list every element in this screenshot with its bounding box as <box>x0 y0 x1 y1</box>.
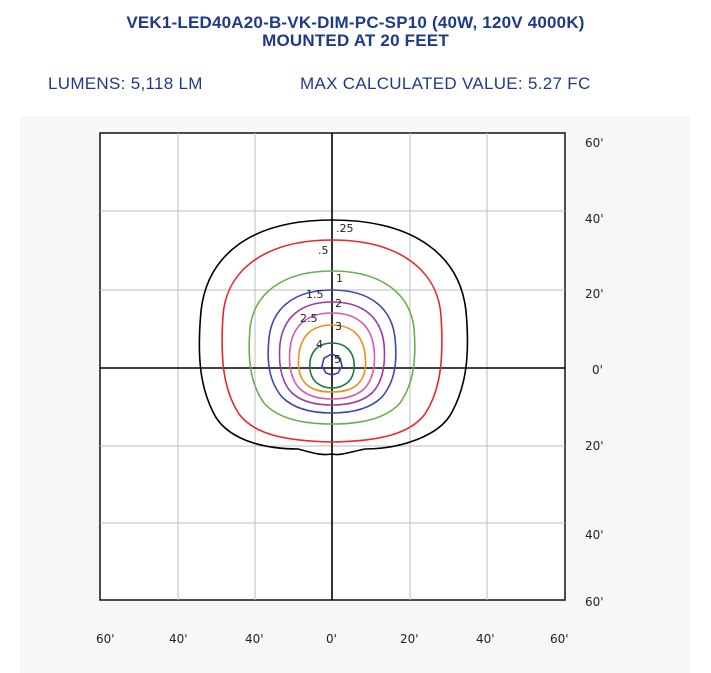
contour-label-3: 3 <box>335 320 342 333</box>
contour-label-0.25: .25 <box>336 222 354 235</box>
contour-0.25 <box>198 219 469 456</box>
max-calculated-value: MAX CALCULATED VALUE: 5.27 FC <box>300 74 591 93</box>
x-label: 40' <box>169 632 188 646</box>
contour-label-2: 2 <box>335 297 342 310</box>
isofootcandle-diagram: .25 .5 1 1.5 2 2.5 3 4 5 60' 40' 20' 0' … <box>96 132 604 646</box>
y-label: 40' <box>585 212 604 226</box>
contour-label-1: 1 <box>336 272 343 285</box>
contour-5 <box>321 353 343 376</box>
y-label: 20' <box>585 439 604 453</box>
contour-0.5 <box>221 239 443 443</box>
contour-1 <box>248 270 416 425</box>
contour-3 <box>297 324 367 393</box>
y-label: 60' <box>585 595 604 609</box>
x-label: 60' <box>96 632 115 646</box>
contour-label-2.5: 2.5 <box>300 312 318 325</box>
lumens-value: LUMENS: 5,118 LM <box>48 74 203 93</box>
contour-label-1.5: 1.5 <box>306 288 324 301</box>
isofootcandle-panel: .25 .5 1 1.5 2 2.5 3 4 5 60' 40' 20' 0' … <box>20 116 690 673</box>
y-label: 40' <box>585 528 604 542</box>
x-label: 60' <box>550 632 569 646</box>
x-label: 20' <box>400 632 419 646</box>
y-label: 20' <box>585 287 604 301</box>
x-axis-labels: 60' 40' 40' 0' 20' 40' 60' <box>96 632 569 646</box>
contours <box>198 219 469 456</box>
mounting-subtitle: MOUNTED AT 20 FEET <box>262 31 449 50</box>
y-label: 60' <box>585 136 604 150</box>
header: VEK1-LED40A20-B-VK-DIM-PC-SP10 (40W, 120… <box>0 0 711 110</box>
contour-label-5: 5 <box>334 353 341 366</box>
x-label: 40' <box>476 632 495 646</box>
y-axis-labels: 60' 40' 20' 0' 20' 40' 60' <box>585 136 604 609</box>
y-label: 0' <box>592 363 603 377</box>
contour-labels: .25 .5 1 1.5 2 2.5 3 4 5 <box>300 222 354 366</box>
contour-2 <box>278 301 386 406</box>
contour-label-4: 4 <box>316 338 323 351</box>
contour-2.5 <box>288 312 376 400</box>
contour-label-0.5: .5 <box>318 244 329 257</box>
fixture-title: VEK1-LED40A20-B-VK-DIM-PC-SP10 (40W, 120… <box>126 13 585 32</box>
x-label: 0' <box>326 632 337 646</box>
contour-4 <box>309 342 355 389</box>
contour-1.5 <box>267 289 397 414</box>
x-label: 40' <box>245 632 264 646</box>
